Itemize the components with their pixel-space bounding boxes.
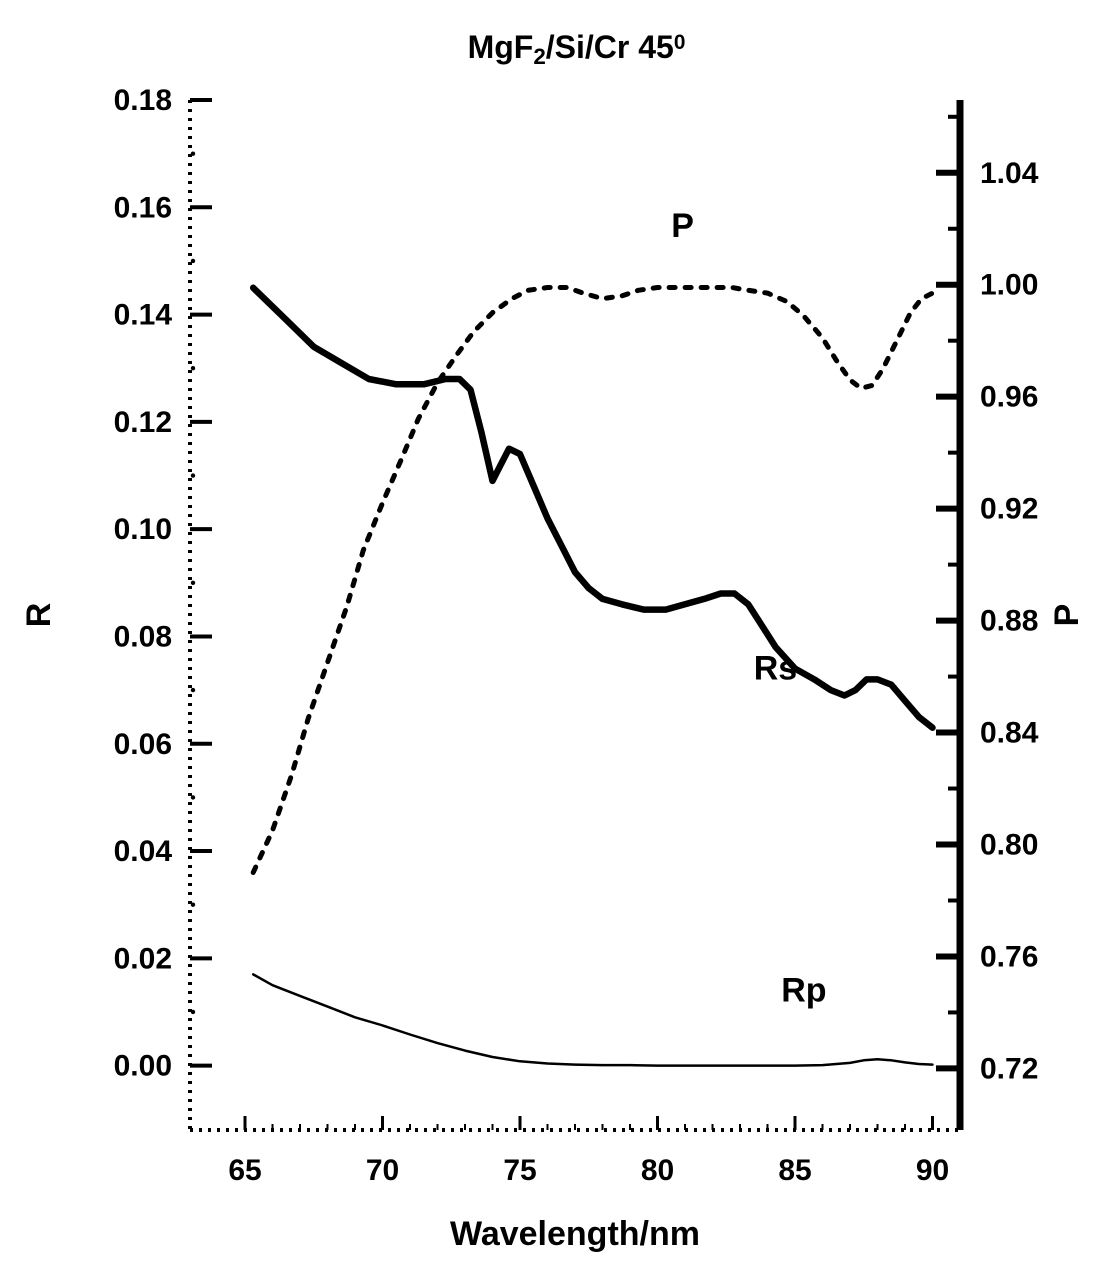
y-left-tick-label: 0.10 [114,513,172,546]
y-right-tick-label: 0.76 [980,940,1038,973]
y-right-tick-label: 0.84 [980,717,1039,750]
y-left-tick-label: 0.12 [114,406,172,439]
y-left-tick-label: 0.00 [114,1050,172,1083]
x-tick-label: 65 [228,1154,261,1187]
y-left-tick-label: 0.02 [114,942,172,975]
chart-container: 65 70 75 80 85 90 0.00 0.02 0.04 0.06 0.08 0.10 0.12… [0,0,1113,1285]
x-tick-label: 85 [778,1154,811,1187]
y-left-tick-label: 0.04 [114,835,173,868]
y-right-tick-label: 1.04 [980,157,1039,190]
y-right-tick-label: 0.96 [980,381,1038,414]
chart-svg: 65 70 75 80 85 90 0.00 0.02 0.04 0.06 0.08 0.10 0.12… [0,0,1113,1285]
chart-title: MgF2/Si/Cr 450 [468,29,686,69]
x-tick-label: 80 [641,1154,674,1187]
y-left-tick-label: 0.16 [114,191,172,224]
y-right-tick-label: 0.72 [980,1052,1038,1085]
y-left-tick-label: 0.18 [114,84,172,117]
y-right-tick-label: 0.80 [980,829,1038,862]
series-label-rp: Rp [781,971,826,1009]
y-left-tick-label: 0.08 [114,620,172,653]
series-label-rs: Rs [754,649,797,687]
x-tick-label: 90 [916,1154,949,1187]
x-tick-label: 70 [366,1154,399,1187]
y-right-tick-label: 0.88 [980,605,1038,638]
series-label-p: P [671,207,694,245]
y-right-tick-label: 1.00 [980,269,1038,302]
y-right-tick-label: 0.92 [980,493,1038,526]
x-tick-label: 75 [503,1154,536,1187]
y-left-tick-label: 0.06 [114,728,172,761]
y-left-tick-label: 0.14 [114,299,173,332]
x-axis-label: Wavelength/nm [450,1215,700,1253]
y-left-label: R [20,603,58,628]
y-right-label: P [1048,604,1086,627]
